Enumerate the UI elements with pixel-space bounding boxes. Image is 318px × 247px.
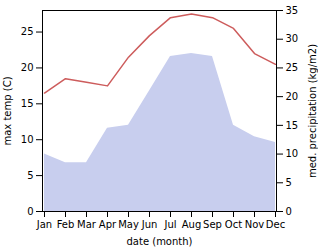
svg-text:date (month): date (month) — [127, 236, 193, 247]
svg-text:Aug: Aug — [182, 219, 202, 230]
svg-text:5: 5 — [27, 170, 33, 181]
svg-text:35: 35 — [286, 5, 299, 16]
svg-text:25: 25 — [21, 26, 34, 37]
svg-text:5: 5 — [286, 177, 292, 188]
svg-text:15: 15 — [21, 98, 34, 109]
svg-text:May: May — [118, 219, 139, 230]
svg-text:Nov: Nov — [245, 219, 265, 230]
svg-text:20: 20 — [286, 91, 299, 102]
svg-text:25: 25 — [286, 62, 299, 73]
svg-text:10: 10 — [21, 134, 34, 145]
svg-text:Feb: Feb — [57, 219, 75, 230]
svg-text:20: 20 — [21, 62, 34, 73]
svg-text:15: 15 — [286, 120, 299, 131]
svg-text:Oct: Oct — [225, 219, 242, 230]
svg-text:med. precipitation (kg/m2): med. precipitation (kg/m2) — [307, 44, 318, 178]
svg-text:0: 0 — [286, 206, 292, 217]
svg-text:Apr: Apr — [99, 219, 117, 230]
svg-text:0: 0 — [27, 206, 33, 217]
svg-text:Sep: Sep — [203, 219, 222, 230]
svg-text:max temp (C): max temp (C) — [2, 76, 13, 145]
svg-text:10: 10 — [286, 148, 299, 159]
svg-text:Mar: Mar — [77, 219, 97, 230]
svg-text:Jan: Jan — [36, 219, 52, 230]
svg-text:Dec: Dec — [266, 219, 285, 230]
svg-text:Jun: Jun — [141, 219, 158, 230]
svg-text:30: 30 — [286, 33, 299, 44]
svg-text:Jul: Jul — [163, 219, 176, 230]
